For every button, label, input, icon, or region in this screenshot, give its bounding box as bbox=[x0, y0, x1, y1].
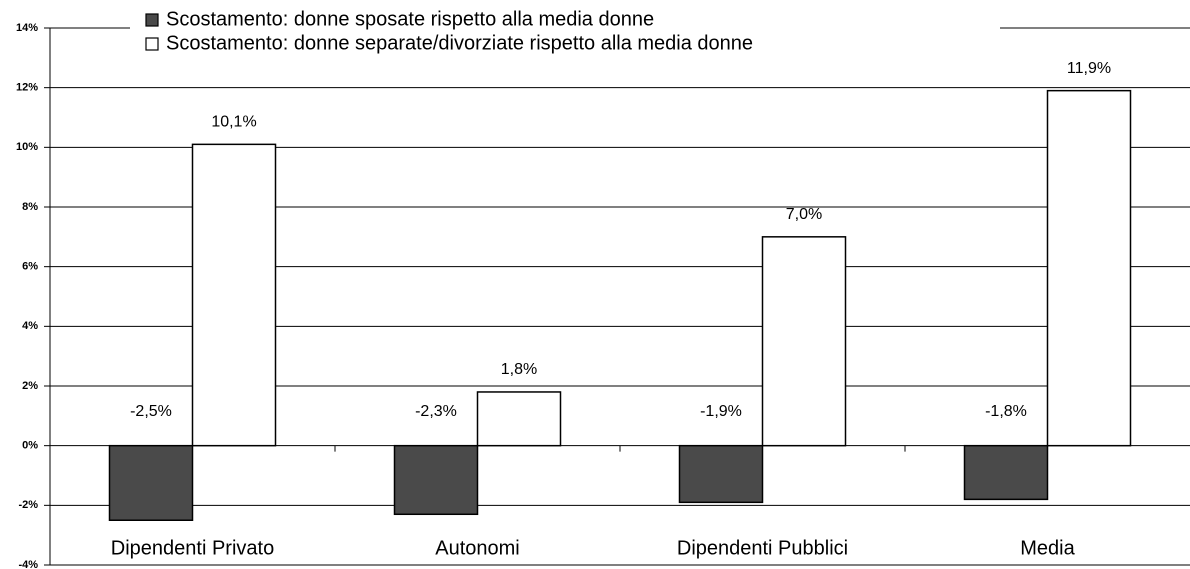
y-tick-label: -4% bbox=[18, 559, 38, 569]
bar bbox=[761, 236, 847, 447]
y-tick-label: 12% bbox=[16, 82, 38, 94]
y-tick-label: 6% bbox=[22, 261, 38, 273]
bar bbox=[963, 444, 1049, 501]
value-label: 11,9% bbox=[1067, 60, 1111, 77]
y-tick-label: 2% bbox=[22, 380, 38, 392]
value-label: 1,8% bbox=[501, 361, 537, 378]
value-label: -1,8% bbox=[985, 403, 1027, 420]
bar bbox=[1046, 89, 1132, 447]
y-tick-label: 0% bbox=[22, 440, 38, 452]
bar bbox=[476, 391, 562, 447]
value-label: 7,0% bbox=[786, 206, 822, 223]
y-tick-label: 10% bbox=[16, 141, 38, 153]
x-tick-label: Dipendenti Privato bbox=[111, 537, 274, 559]
value-label: -2,3% bbox=[415, 403, 457, 420]
y-tick-label: 14% bbox=[16, 22, 38, 34]
x-tick-label: Autonomi bbox=[435, 537, 520, 559]
legend-bg bbox=[130, 4, 1000, 64]
value-label: 10,1% bbox=[211, 114, 256, 131]
value-label: -1,9% bbox=[700, 403, 742, 420]
x-tick-label: Media bbox=[1020, 537, 1075, 559]
y-tick-label: -2% bbox=[18, 499, 38, 511]
legend-swatch bbox=[145, 13, 159, 27]
y-tick-label: 8% bbox=[22, 201, 38, 213]
x-tick-label: Dipendenti Pubblici bbox=[677, 537, 848, 559]
legend-swatch bbox=[145, 37, 159, 51]
bar bbox=[108, 444, 194, 521]
legend-label: Scostamento: donne separate/divorziate r… bbox=[166, 32, 753, 54]
legend-label: Scostamento: donne sposate rispetto alla… bbox=[166, 8, 654, 30]
value-label: -2,5% bbox=[130, 403, 172, 420]
bar bbox=[191, 143, 277, 447]
bar bbox=[393, 444, 479, 516]
y-tick-label: 4% bbox=[22, 320, 38, 332]
bar bbox=[678, 444, 764, 504]
